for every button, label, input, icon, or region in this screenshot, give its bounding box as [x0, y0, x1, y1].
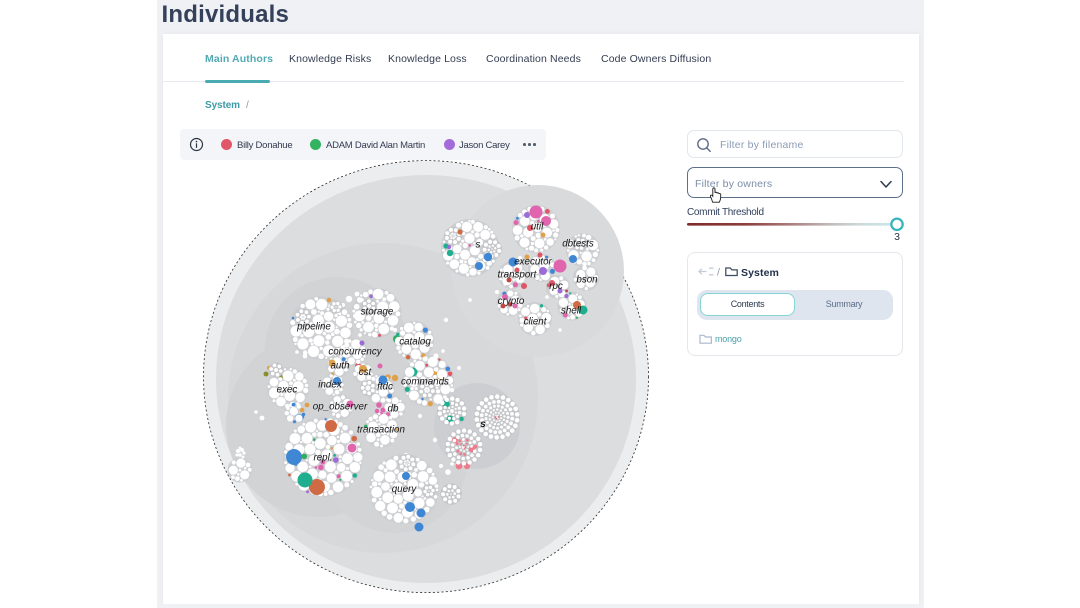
svg-text:shell: shell — [561, 306, 582, 317]
svg-text:executor: executor — [514, 257, 552, 268]
svg-text:crypto: crypto — [498, 296, 525, 307]
svg-text:repl.: repl. — [313, 453, 332, 464]
svg-text:System: System — [741, 267, 779, 279]
svg-text:/: / — [717, 267, 720, 279]
svg-text:bson: bson — [576, 275, 597, 286]
svg-text:transaction: transaction — [357, 425, 405, 436]
svg-text:auth: auth — [330, 361, 349, 372]
svg-text:cst: cst — [359, 367, 373, 378]
svg-text:exec: exec — [277, 385, 298, 396]
svg-text:commands: commands — [401, 377, 449, 388]
svg-text:dbtests: dbtests — [562, 239, 594, 250]
svg-text:db: db — [388, 404, 399, 415]
svg-text:rpc: rpc — [549, 281, 563, 292]
svg-text:catalog: catalog — [399, 337, 431, 348]
svg-text:storage: storage — [361, 307, 394, 318]
svg-text:transport: transport — [498, 270, 538, 281]
svg-text:client: client — [524, 317, 548, 328]
svg-text:pipeline: pipeline — [296, 322, 331, 333]
svg-text:query: query — [392, 484, 418, 495]
svg-text:op_observer: op_observer — [313, 402, 368, 413]
svg-text:concurrency: concurrency — [328, 347, 382, 358]
svg-text:ftdc: ftdc — [377, 382, 393, 393]
svg-text:s: s — [476, 240, 481, 251]
svg-text:index: index — [318, 380, 343, 391]
svg-text:s: s — [480, 419, 486, 430]
svg-text:util: util — [531, 222, 544, 233]
